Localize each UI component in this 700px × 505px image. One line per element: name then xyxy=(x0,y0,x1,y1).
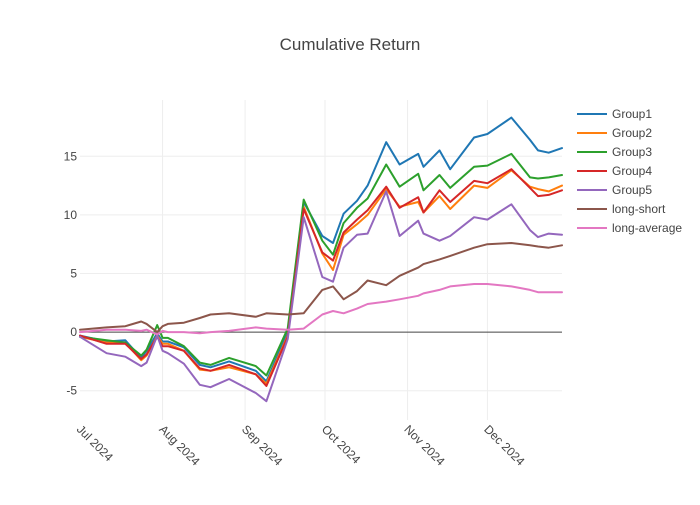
y-tick-label: 10 xyxy=(64,208,78,222)
series-line-group1 xyxy=(79,116,563,383)
legend-item-group5[interactable]: Group5 xyxy=(577,183,652,197)
x-tick-label: Aug 2024 xyxy=(156,422,202,468)
grid-layer xyxy=(80,100,562,420)
legend-label: Group5 xyxy=(612,183,652,197)
y-tick-label: 0 xyxy=(70,325,77,339)
legend-label: long-short xyxy=(612,202,666,216)
legend[interactable]: Group1 Group2 Group3 Group4 Group5 long-short… xyxy=(577,107,682,235)
x-tick-label: Nov 2024 xyxy=(401,422,447,468)
x-tick-label: Oct 2024 xyxy=(319,422,364,467)
legend-label: long-average xyxy=(612,221,682,235)
legend-label: Group4 xyxy=(612,164,652,178)
legend-item-group3[interactable]: Group3 xyxy=(577,145,652,159)
series-line-group4 xyxy=(79,168,563,387)
series-layer xyxy=(79,116,563,403)
x-tick-label: Sep 2024 xyxy=(239,422,285,468)
y-axis: -5 0 5 10 15 xyxy=(64,149,78,397)
series-line-group2 xyxy=(79,169,563,385)
series-line-long-average xyxy=(79,283,563,336)
series-line-group5 xyxy=(79,190,563,403)
legend-item-group1[interactable]: Group1 xyxy=(577,107,652,121)
x-tick-label: Dec 2024 xyxy=(481,422,527,468)
legend-label: Group2 xyxy=(612,126,652,140)
y-tick-label: -5 xyxy=(66,384,77,398)
y-tick-label: 15 xyxy=(64,149,78,163)
chart-title: Cumulative Return xyxy=(280,35,421,54)
series-line-long-short xyxy=(79,242,563,334)
legend-item-long-short[interactable]: long-short xyxy=(577,202,666,216)
x-tick-label: Jul 2024 xyxy=(74,422,116,464)
legend-item-group4[interactable]: Group4 xyxy=(577,164,652,178)
legend-item-group2[interactable]: Group2 xyxy=(577,126,652,140)
x-axis: Jul 2024 Aug 2024 Sep 2024 Oct 2024 Nov 2024… xyxy=(74,422,528,468)
legend-label: Group3 xyxy=(612,145,652,159)
legend-label: Group1 xyxy=(612,107,652,121)
y-tick-label: 5 xyxy=(70,266,77,280)
legend-item-long-average[interactable]: long-average xyxy=(577,221,682,235)
